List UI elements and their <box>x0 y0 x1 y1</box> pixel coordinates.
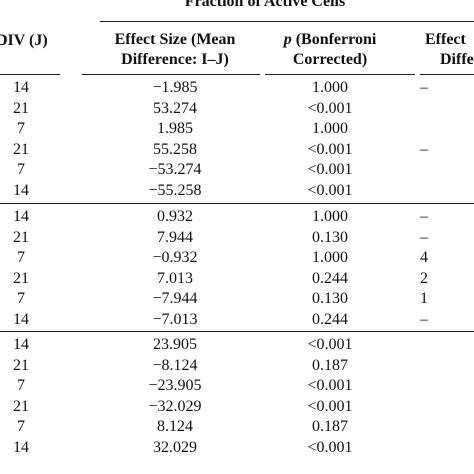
cell-effect-size: 23.905 <box>153 336 197 353</box>
cell-effect-size-2: – <box>420 79 428 96</box>
column-header-effect2: Effect Diffe <box>425 30 474 80</box>
header-rule-effect <box>82 74 260 75</box>
cell-effect-size: 7.944 <box>157 228 193 246</box>
column-header-p-line2: Corrected) <box>292 51 368 68</box>
cell-effect-size: −32.029 <box>148 397 202 415</box>
cell-effect-size-2: 2 <box>420 269 428 287</box>
cell-p-value: 1.000 <box>312 79 348 96</box>
cell-effect-size-2: – <box>420 208 428 225</box>
cell-p-value: <0.001 <box>307 99 353 117</box>
cell-div: 14 <box>13 181 29 199</box>
cell-div: 21 <box>13 356 29 374</box>
cell-effect-size: 7.013 <box>157 269 193 287</box>
cell-effect-size-2: 4 <box>420 249 428 266</box>
cell-p-value: <0.001 <box>307 397 353 415</box>
column-header-div-label: DIV (J) <box>0 32 48 49</box>
cell-div: 7 <box>17 120 25 137</box>
cell-div: 7 <box>17 418 25 435</box>
cell-effect-size-2: – <box>420 140 428 158</box>
cell-div: 21 <box>13 397 29 415</box>
cell-p-value: 0.187 <box>312 356 348 374</box>
group-header-label: Fraction of Active Cells <box>184 0 346 10</box>
cell-effect-size: 0.932 <box>157 208 193 225</box>
cell-effect-size: −53.274 <box>148 161 202 178</box>
cell-effect-size: −23.905 <box>148 377 202 394</box>
cell-div: 14 <box>13 79 29 96</box>
cell-effect-size: −0.932 <box>152 249 198 266</box>
cell-effect-size: 53.274 <box>153 99 197 117</box>
column-header-effect: Effect Size (Mean Difference: I–J) <box>85 30 265 80</box>
column-header-p: p (Bonferroni Corrected) <box>245 30 415 80</box>
column-header-p-line1-rest: (Bonferroni <box>291 31 377 48</box>
cell-effect-size: 8.124 <box>157 418 193 435</box>
cell-p-value: <0.001 <box>307 181 353 199</box>
cell-effect-size: 55.258 <box>153 140 197 158</box>
cell-p-value: 0.130 <box>312 290 348 307</box>
cell-effect-size-2: – <box>420 228 428 246</box>
cell-p-value: 1.000 <box>312 249 348 266</box>
cell-div: 21 <box>13 269 29 287</box>
column-header-effect-line1: Effect Size (Mean <box>114 31 236 48</box>
cell-effect-size: −8.124 <box>152 356 198 374</box>
cell-effect-size-2: 1 <box>420 290 428 307</box>
cell-effect-size: −7.944 <box>152 290 198 307</box>
group-header: Fraction of Active Cells <box>120 0 474 36</box>
cell-div: 14 <box>13 208 29 225</box>
cell-div: 14 <box>13 438 29 456</box>
cell-p-value: 1.000 <box>312 120 348 137</box>
cell-div: 14 <box>13 310 29 328</box>
cell-div: 7 <box>17 290 25 307</box>
cell-div: 7 <box>17 161 25 178</box>
column-header-effect-line2: Difference: I–J) <box>121 51 229 68</box>
cell-p-value: <0.001 <box>307 438 353 456</box>
header-rule-left <box>0 74 60 75</box>
cell-p-value: <0.001 <box>307 140 353 158</box>
cell-effect-size: −1.985 <box>152 79 198 96</box>
cell-effect-size-2: – <box>420 310 428 328</box>
column-header-div: DIV (J) <box>0 23 60 73</box>
cell-p-value: 0.187 <box>312 418 348 435</box>
cell-effect-size: 32.029 <box>153 438 197 456</box>
cell-div: 7 <box>17 377 25 394</box>
cell-effect-size: 1.985 <box>157 120 193 137</box>
cell-div: 21 <box>13 228 29 246</box>
cell-p-value: 0.130 <box>312 228 348 246</box>
cell-div: 7 <box>17 249 25 266</box>
cell-div: 21 <box>13 99 29 117</box>
section-divider <box>0 331 474 332</box>
column-header-p-line1: p (Bonferroni <box>245 30 415 50</box>
header-rule-p <box>265 74 415 75</box>
cell-effect-size: −55.258 <box>148 181 202 199</box>
group-header-rule <box>100 21 474 22</box>
cell-p-value: <0.001 <box>307 377 353 394</box>
cell-div: 21 <box>13 140 29 158</box>
cell-div: 14 <box>13 336 29 353</box>
cell-effect-size: −7.013 <box>152 310 198 328</box>
cell-p-value: 0.244 <box>312 269 348 287</box>
cell-p-value: 1.000 <box>312 208 348 225</box>
column-header-p-symbol: p <box>283 31 292 48</box>
column-header-effect2-line1: Effect <box>425 31 466 48</box>
section-divider <box>0 203 474 204</box>
cell-p-value: 0.244 <box>312 310 348 328</box>
cell-p-value: <0.001 <box>307 161 353 178</box>
cell-p-value: <0.001 <box>307 336 353 353</box>
header-rule-right <box>420 74 474 75</box>
column-header-effect2-line2: Diffe <box>440 51 474 68</box>
